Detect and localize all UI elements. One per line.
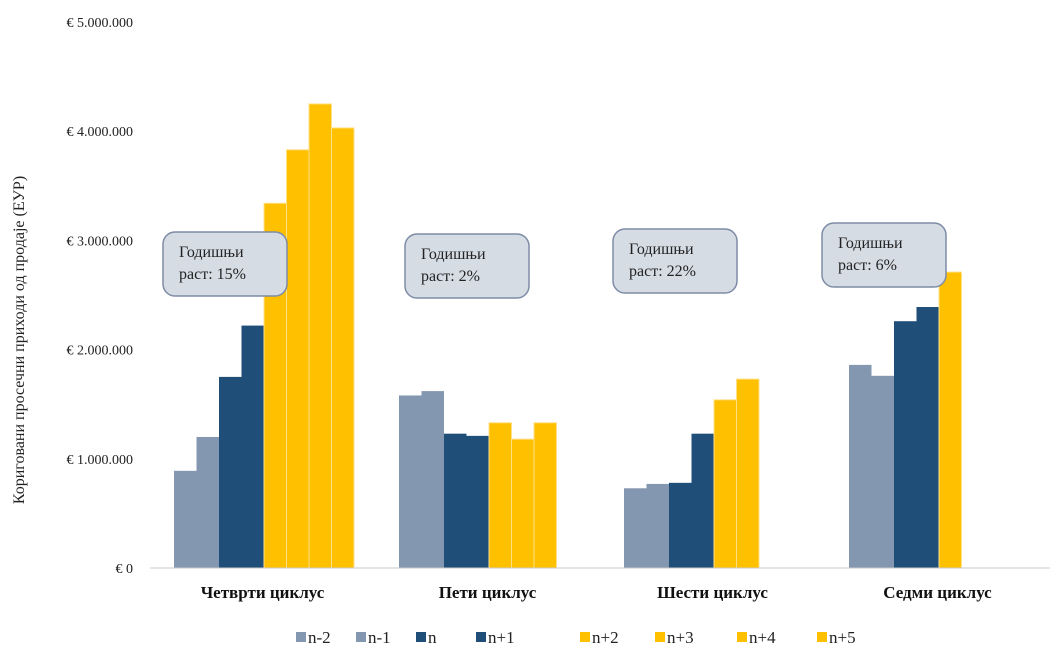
bars-group <box>174 103 962 569</box>
legend-label: n+1 <box>488 628 515 647</box>
category-label: Четврти циклус <box>201 583 325 602</box>
bar <box>444 433 467 568</box>
y-tick-label: € 2.000.000 <box>67 344 134 359</box>
bar <box>849 364 872 568</box>
callout-line1: Годишњи <box>838 235 903 252</box>
legend-item: n+1 <box>476 628 515 647</box>
legend-label: n+4 <box>749 628 776 647</box>
callout-line2: раст: 22% <box>629 263 696 280</box>
legend-label: n+2 <box>592 628 619 647</box>
bar <box>736 378 760 569</box>
legend-item: n+5 <box>817 628 856 647</box>
legend-item: n-2 <box>296 628 331 647</box>
callout-line2: раст: 6% <box>838 257 897 274</box>
growth-callouts: Годишњи раст: 15% Годишњи раст: 2% Годишњи ра… <box>162 222 947 299</box>
y-tick-label: € 0 <box>116 562 134 577</box>
callout-line2: раст: 2% <box>421 268 480 285</box>
bar <box>174 470 197 568</box>
y-tick-label: € 1.000.000 <box>67 453 134 468</box>
bar <box>399 395 422 568</box>
bar <box>894 321 917 568</box>
legend-item: n-1 <box>356 628 391 647</box>
legend-label: n <box>428 628 437 647</box>
bar <box>331 127 355 569</box>
callout-line1: Годишњи <box>179 244 244 261</box>
growth-callout: Годишњи раст: 22% <box>612 228 738 294</box>
legend: n-2 n-1 n n+1 n+2 n+3 n+4 n+5 <box>296 628 856 647</box>
growth-callout: Годишњи раст: 2% <box>404 233 530 299</box>
y-axis-label: Кориговани просечни приходи од продаје (… <box>11 176 28 504</box>
callout-line2: раст: 15% <box>179 266 246 283</box>
y-tick-label: € 5.000.000 <box>67 16 134 31</box>
legend-label: n+5 <box>829 628 856 647</box>
bar <box>511 438 535 569</box>
legend-swatch <box>296 632 306 642</box>
bar <box>916 307 939 568</box>
callout-box <box>162 231 288 297</box>
bar <box>196 436 219 568</box>
bar <box>286 149 310 569</box>
category-label: Седми циклус <box>883 583 992 602</box>
legend-item: n+3 <box>655 628 694 647</box>
legend-label: n-1 <box>368 628 391 647</box>
growth-callout: Годишњи раст: 6% <box>821 222 947 288</box>
bar <box>219 376 242 568</box>
category-label: Пети циклус <box>439 583 537 602</box>
callout-line1: Годишњи <box>629 241 694 258</box>
bar <box>533 422 557 569</box>
bar <box>241 325 264 568</box>
legend-swatch <box>416 632 426 642</box>
legend-label: n+3 <box>667 628 694 647</box>
growth-callout: Годишњи раст: 15% <box>162 231 288 297</box>
y-axis-ticks: € 0 € 1.000.000 € 2.000.000 € 3.000.000 € 4.… <box>67 16 134 577</box>
bar <box>308 103 332 569</box>
legend-item: n+4 <box>737 628 776 647</box>
legend-swatch <box>817 632 827 642</box>
bar <box>871 375 894 568</box>
bar <box>466 435 489 568</box>
bar <box>938 271 962 569</box>
category-labels: Четврти циклус Пети циклус Шести циклус Сед… <box>201 583 992 602</box>
bar <box>691 433 714 568</box>
legend-item: n+2 <box>580 628 619 647</box>
category-label: Шести циклус <box>657 583 768 602</box>
y-tick-label: € 3.000.000 <box>67 234 134 249</box>
bar <box>488 422 512 569</box>
legend-label: n-2 <box>308 628 331 647</box>
legend-swatch <box>580 632 590 642</box>
legend-swatch <box>476 632 486 642</box>
bar <box>669 482 692 568</box>
bar <box>624 488 647 568</box>
bar <box>646 483 669 568</box>
legend-swatch <box>737 632 747 642</box>
legend-item: n <box>416 628 437 647</box>
callout-box <box>404 233 530 299</box>
legend-swatch <box>655 632 665 642</box>
bar <box>713 399 737 569</box>
y-tick-label: € 4.000.000 <box>67 125 134 140</box>
bar <box>421 391 444 568</box>
callout-box <box>821 222 947 288</box>
legend-swatch <box>356 632 366 642</box>
callout-box <box>612 228 738 294</box>
callout-line1: Годишњи <box>421 246 486 263</box>
